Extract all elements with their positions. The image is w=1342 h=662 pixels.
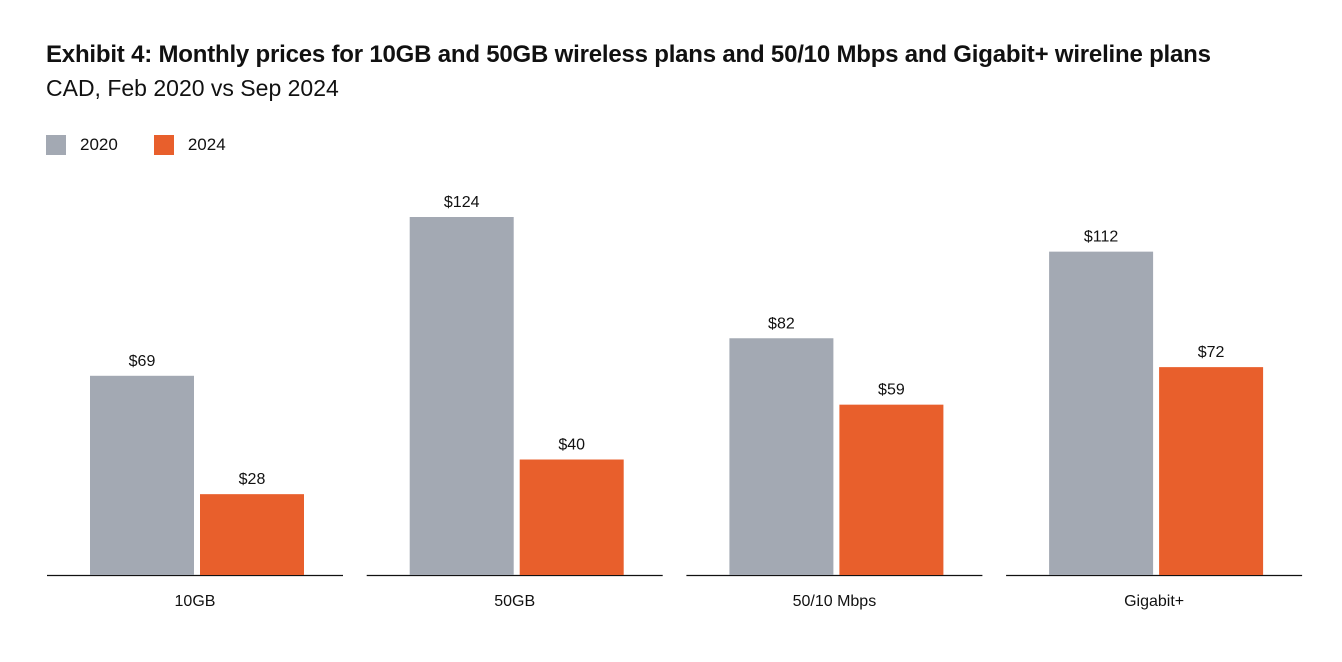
data-label-2024-gigabit: $72 [1198,344,1225,361]
data-label-2020-50gb: $124 [444,194,480,211]
bar-2024-gigabit [1159,367,1264,575]
data-label-2020-50-10-mbps: $82 [768,315,795,332]
data-label-2020-gigabit: $112 [1084,229,1119,246]
data-label-2024-10gb: $28 [239,471,266,488]
legend-swatch-2020 [46,135,66,155]
bar-2024-50-10-mbps [839,404,944,575]
legend: 2020 2024 [46,135,262,155]
category-label-50-10-mbps: 50/10 Mbps [793,593,877,610]
bar-2024-10gb [200,494,304,575]
data-label-2024-50-10-mbps: $59 [878,382,905,399]
bar-2020-10gb [90,375,194,575]
bar-2024-50gb [519,459,624,575]
legend-swatch-2024 [153,135,174,155]
bar-2020-50-10-mbps [729,338,834,575]
legend-label-2020: 2020 [80,135,118,154]
legend-label-2024: 2024 [187,135,226,154]
legend-item-2020: 2020 [46,135,118,155]
chart-subtitle: CAD, Feb 2020 vs Sep 2024 [46,75,339,101]
category-label-gigabit: Gigabit+ [1124,593,1184,610]
legend-item-2024: 2024 [153,135,226,155]
category-label-50gb: 50GB [494,593,535,610]
bar-2020-50gb [409,217,514,575]
chart-title: Exhibit 4: Monthly prices for 10GB and 5… [46,41,1211,68]
data-label-2024-50gb: $40 [558,437,585,454]
data-label-2020-10gb: $69 [129,353,156,370]
category-label-10gb: 10GB [175,593,216,610]
bar-2020-gigabit [1049,251,1154,576]
